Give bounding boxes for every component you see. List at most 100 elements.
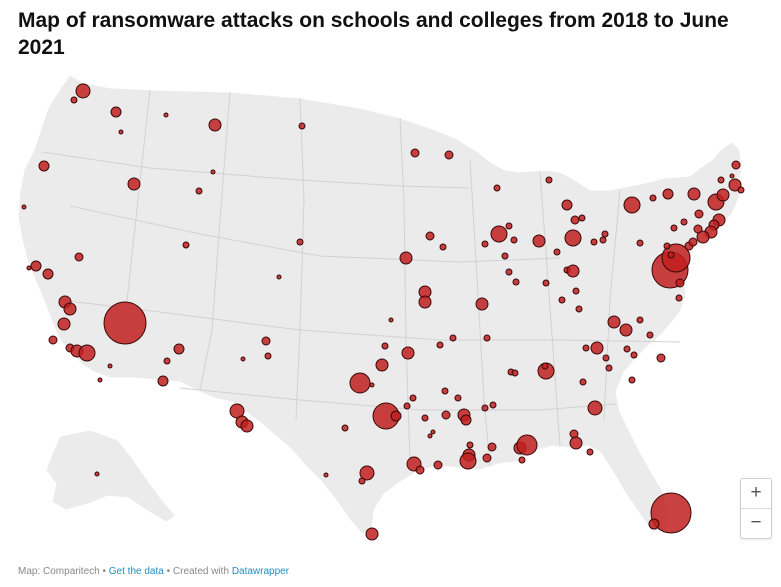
attack-marker[interactable]	[418, 295, 432, 309]
attack-marker[interactable]	[475, 297, 489, 311]
attack-marker[interactable]	[511, 369, 519, 377]
attack-marker[interactable]	[646, 331, 654, 339]
attack-marker[interactable]	[630, 351, 638, 359]
attack-marker[interactable]	[542, 279, 550, 287]
attack-marker[interactable]	[675, 278, 685, 288]
attack-marker[interactable]	[276, 274, 282, 280]
attack-marker[interactable]	[729, 173, 735, 179]
attack-marker[interactable]	[675, 294, 683, 302]
attack-marker[interactable]	[481, 404, 489, 412]
attack-marker[interactable]	[532, 234, 546, 248]
attack-marker[interactable]	[579, 378, 587, 386]
attack-marker[interactable]	[663, 242, 671, 250]
attack-marker[interactable]	[656, 353, 666, 363]
attack-marker[interactable]	[582, 344, 590, 352]
attack-marker[interactable]	[421, 414, 429, 422]
datawrapper-link[interactable]: Datawrapper	[231, 566, 290, 577]
attack-marker[interactable]	[439, 243, 447, 251]
attack-marker[interactable]	[558, 296, 566, 304]
attack-marker[interactable]	[636, 316, 644, 324]
zoom-in-button[interactable]: +	[750, 482, 762, 503]
attack-marker[interactable]	[97, 377, 103, 383]
attack-marker[interactable]	[490, 225, 508, 243]
attack-marker[interactable]	[636, 239, 644, 247]
attack-marker[interactable]	[460, 414, 472, 426]
attack-marker[interactable]	[430, 429, 436, 435]
attack-marker[interactable]	[566, 264, 580, 278]
attack-marker[interactable]	[590, 238, 598, 246]
attack-marker[interactable]	[240, 419, 254, 433]
attack-marker[interactable]	[163, 112, 169, 118]
attack-marker[interactable]	[390, 410, 402, 422]
attack-marker[interactable]	[365, 527, 379, 541]
attack-marker[interactable]	[415, 465, 425, 475]
attack-marker[interactable]	[516, 434, 538, 456]
attack-marker[interactable]	[541, 362, 549, 370]
attack-marker[interactable]	[696, 230, 710, 244]
attack-marker[interactable]	[605, 364, 613, 372]
attack-marker[interactable]	[403, 402, 411, 410]
attack-marker[interactable]	[575, 305, 583, 313]
attack-marker[interactable]	[444, 150, 454, 160]
attack-marker[interactable]	[680, 218, 688, 226]
attack-marker[interactable]	[358, 477, 366, 485]
attack-marker[interactable]	[505, 222, 513, 230]
attack-marker[interactable]	[586, 448, 594, 456]
attack-marker[interactable]	[493, 184, 501, 192]
attack-marker[interactable]	[553, 248, 561, 256]
attack-marker[interactable]	[26, 265, 32, 271]
attack-marker[interactable]	[296, 238, 304, 246]
attack-marker[interactable]	[433, 460, 443, 470]
attack-marker[interactable]	[118, 129, 124, 135]
attack-marker[interactable]	[75, 83, 91, 99]
attack-marker[interactable]	[518, 456, 526, 464]
attack-marker[interactable]	[375, 358, 389, 372]
attack-marker[interactable]	[441, 387, 449, 395]
attack-marker[interactable]	[569, 436, 583, 450]
attack-marker[interactable]	[481, 240, 489, 248]
attack-marker[interactable]	[264, 352, 272, 360]
attack-marker[interactable]	[601, 230, 609, 238]
attack-marker[interactable]	[650, 492, 692, 534]
attack-marker[interactable]	[127, 177, 141, 191]
attack-marker[interactable]	[728, 178, 742, 192]
attack-marker[interactable]	[261, 336, 271, 346]
attack-marker[interactable]	[173, 343, 185, 355]
attack-marker[interactable]	[107, 363, 113, 369]
attack-marker[interactable]	[94, 471, 100, 477]
attack-marker[interactable]	[505, 268, 513, 276]
attack-marker[interactable]	[441, 410, 451, 420]
attack-marker[interactable]	[717, 176, 725, 184]
attack-marker[interactable]	[607, 315, 621, 329]
attack-marker[interactable]	[489, 401, 497, 409]
attack-marker[interactable]	[578, 214, 586, 222]
attack-marker[interactable]	[436, 341, 444, 349]
attack-marker[interactable]	[341, 424, 349, 432]
attack-marker[interactable]	[693, 224, 703, 234]
attack-marker[interactable]	[590, 341, 604, 355]
attack-marker[interactable]	[240, 356, 246, 362]
attack-marker[interactable]	[388, 317, 394, 323]
attack-marker[interactable]	[369, 382, 375, 388]
attack-marker[interactable]	[381, 342, 389, 350]
attack-marker[interactable]	[564, 229, 582, 247]
get-data-link[interactable]: Get the data	[108, 566, 164, 577]
attack-marker[interactable]	[427, 433, 433, 439]
attack-marker[interactable]	[399, 251, 413, 265]
attack-marker[interactable]	[737, 186, 745, 194]
attack-marker[interactable]	[30, 260, 42, 272]
attack-marker[interactable]	[163, 357, 171, 365]
attack-marker[interactable]	[38, 160, 50, 172]
attack-marker[interactable]	[157, 375, 169, 387]
attack-marker[interactable]	[410, 148, 420, 158]
attack-marker[interactable]	[687, 187, 701, 201]
attack-marker[interactable]	[587, 400, 603, 416]
attack-marker[interactable]	[459, 452, 477, 470]
attack-marker[interactable]	[661, 243, 691, 273]
attack-marker[interactable]	[195, 187, 203, 195]
attack-marker[interactable]	[425, 231, 435, 241]
attack-marker[interactable]	[70, 96, 78, 104]
attack-marker[interactable]	[694, 209, 704, 219]
attack-marker[interactable]	[78, 344, 96, 362]
attack-marker[interactable]	[570, 215, 580, 225]
